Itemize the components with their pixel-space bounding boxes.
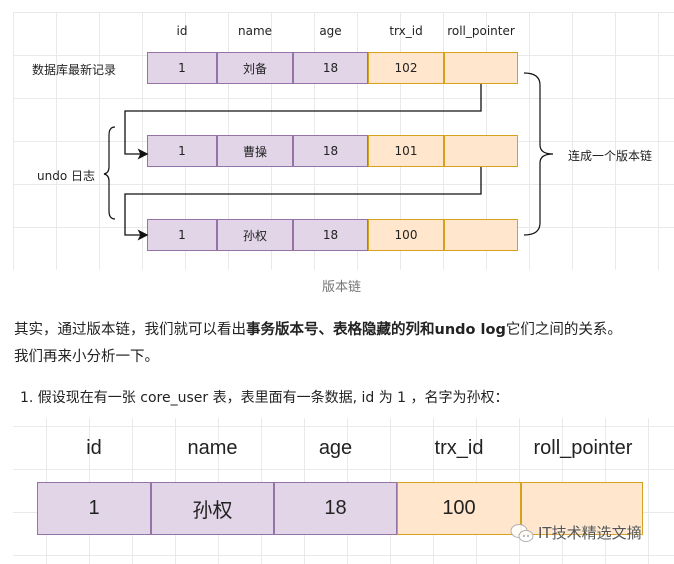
header-roll-pointer: roll_pointer <box>447 24 515 38</box>
pointer-arrow-2 <box>124 167 482 241</box>
header-trx-id: trx_id <box>434 437 484 459</box>
left-brace-icon <box>103 126 116 220</box>
cell-trx-id: 100 <box>397 482 521 535</box>
undo-log-label: undo 日志 <box>37 169 95 183</box>
pointer-arrow-1 <box>124 84 482 160</box>
cell-roll-pointer <box>444 135 518 167</box>
right-brace-icon <box>523 72 554 236</box>
record-row-undo-1: 1 曹操 18 101 <box>147 135 518 167</box>
paragraph-line-1: 其实，通过版本链，我们就可以看出事务版本号、表格隐藏的列和undo log它们之… <box>14 318 622 339</box>
cell-roll-pointer <box>521 482 643 535</box>
header-age: age <box>318 437 353 459</box>
wechat-icon <box>510 523 534 542</box>
record-row-latest: 1 刘备 18 102 <box>147 52 518 84</box>
cell-roll-pointer <box>444 219 518 251</box>
cell-trx-id: 102 <box>368 52 444 84</box>
cell-age: 18 <box>274 482 397 535</box>
paragraph-bold-text: 事务版本号、表格隐藏的列和undo log <box>246 322 506 338</box>
header-id: id <box>176 24 188 38</box>
header-name: name <box>187 437 238 459</box>
cell-id: 1 <box>147 52 217 84</box>
cell-trx-id: 101 <box>368 135 444 167</box>
cell-name: 孙权 <box>217 219 293 251</box>
header-name: name <box>237 24 273 38</box>
paragraph-text-end: 它们之间的关系。 <box>505 322 622 338</box>
cell-name: 孙权 <box>151 482 274 535</box>
record-row: 1 孙权 18 100 <box>37 482 643 535</box>
cell-age: 18 <box>293 135 368 167</box>
header-roll-pointer: roll_pointer <box>533 437 633 459</box>
header-id: id <box>86 437 102 459</box>
cell-id: 1 <box>147 135 217 167</box>
cell-roll-pointer <box>444 52 518 84</box>
cell-id: 1 <box>37 482 151 535</box>
paragraph-text: 其实，通过版本链，我们就可以看出 <box>14 322 246 338</box>
watermark: IT技术精选文摘 <box>510 522 642 543</box>
cell-age: 18 <box>293 52 368 84</box>
cell-name: 曹操 <box>217 135 293 167</box>
latest-record-label: 数据库最新记录 <box>32 63 117 77</box>
version-chain-label: 连成一个版本链 <box>568 149 653 163</box>
header-age: age <box>319 24 342 38</box>
diagram-connectors <box>103 72 554 241</box>
cell-trx-id: 100 <box>368 219 444 251</box>
watermark-text: IT技术精选文摘 <box>538 524 642 542</box>
figure-caption: 版本链 <box>322 280 362 295</box>
cell-name: 刘备 <box>217 52 293 84</box>
record-row-undo-2: 1 孙权 18 100 <box>147 219 518 251</box>
header-trx-id: trx_id <box>389 24 423 38</box>
paragraph-line-2: 我们再来小分析一下。 <box>14 349 159 365</box>
cell-age: 18 <box>293 219 368 251</box>
list-item: 1. 假设现在有一张 core_user 表，表里面有一条数据, id 为 1 … <box>20 390 509 406</box>
